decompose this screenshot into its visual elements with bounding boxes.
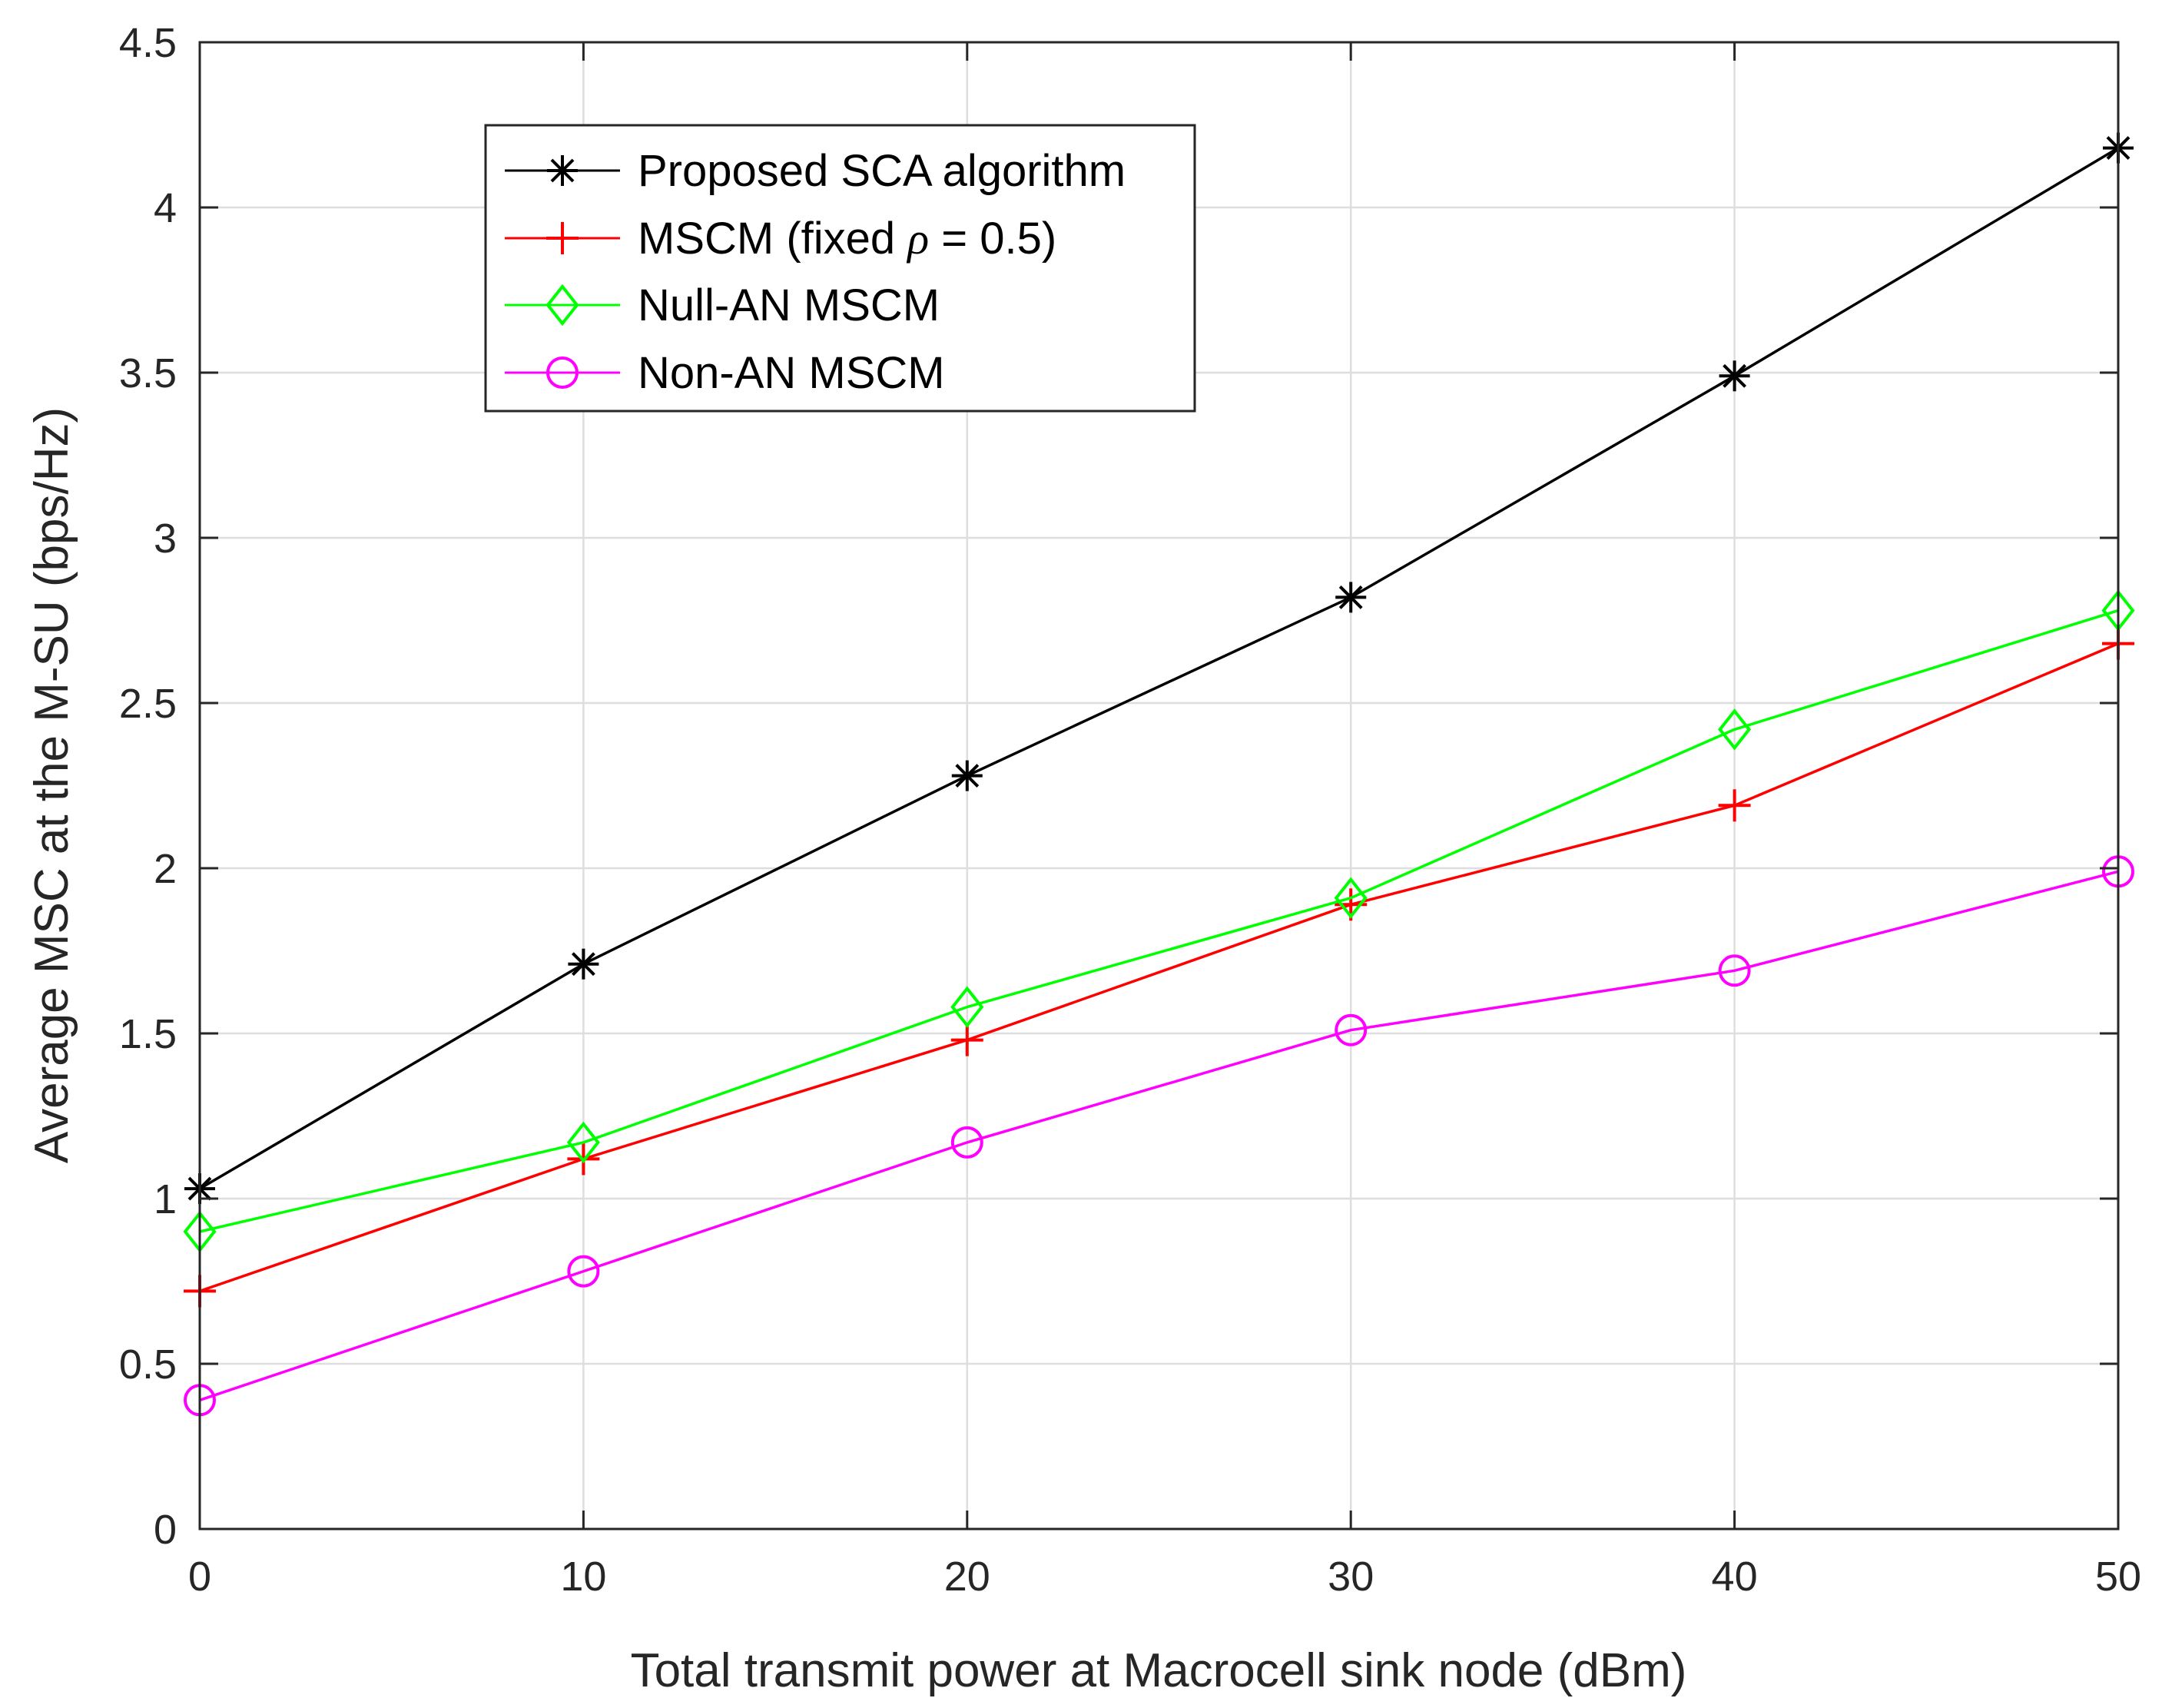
- marker-shape: [1335, 1013, 1368, 1046]
- marker-shape: [545, 284, 579, 327]
- legend-label-mscm-fixed-space: [895, 214, 907, 264]
- data-point-marker: [950, 1023, 983, 1056]
- data-point-marker: [950, 1126, 983, 1159]
- data-point-marker: [951, 760, 983, 791]
- marker-shape: [567, 1255, 600, 1288]
- y-tick-label: 2.5: [119, 681, 177, 727]
- x-tick-label: 30: [1328, 1554, 1374, 1600]
- tick-labels: 0 10 20 30 40 50 0 0.5 1 1.5 2 2.5 3 3.5 4 4.5: [119, 20, 2141, 1600]
- legend-label-mscm-fixed: MSCM (fixed ρ = 0.5): [638, 214, 1056, 264]
- legend-label-mscm-fixed-suffix: = 0.5): [929, 214, 1056, 264]
- y-tick-label: 1.5: [119, 1011, 177, 1057]
- x-tick-label: 20: [944, 1554, 990, 1600]
- marker-shape: [950, 986, 984, 1028]
- marker-stroke: [571, 952, 595, 977]
- legend-marker-shape: [546, 222, 579, 254]
- legend-marker-circle: [546, 357, 579, 389]
- y-tick-label: 2: [154, 846, 177, 892]
- data-point-marker: [1718, 708, 1752, 751]
- series-line: [199, 147, 2119, 1190]
- data-point-marker: [567, 1255, 600, 1288]
- x-axis-label: Total transmit power at Macrocell sink n…: [631, 1644, 1687, 1697]
- y-tick-label: 1: [154, 1176, 177, 1222]
- legend-box: [484, 124, 1196, 413]
- y-tick-label: 0.5: [119, 1342, 177, 1388]
- data-point-marker: [1334, 877, 1368, 919]
- legend-marker-shape: [546, 357, 579, 389]
- marker-stroke: [550, 158, 575, 183]
- legend-marker-plus: [546, 222, 579, 254]
- x-tick-label: 0: [188, 1554, 211, 1600]
- y-axis-label: Average MSC at the M-SU (bps/Hz): [25, 407, 78, 1163]
- legend-label-mscm-fixed-rho: ρ: [906, 214, 929, 264]
- marker-shape: [546, 357, 579, 389]
- legend-marker-shape: [545, 284, 579, 327]
- marker-shape: [1334, 877, 1368, 919]
- series-line: [199, 870, 2119, 1401]
- legend: Proposed SCA algorithm MSCM (fixed ρ = 0…: [484, 124, 1196, 413]
- series-line: [199, 642, 2119, 1293]
- marker-stroke: [955, 764, 980, 788]
- marker-shape: [1718, 708, 1752, 751]
- legend-entry-null-an: Null-AN MSCM: [505, 280, 940, 330]
- legend-label-null-an: Null-AN MSCM: [638, 280, 940, 330]
- y-tick-label: 4: [154, 185, 177, 231]
- legend-entry-non-an: Non-AN MSCM: [505, 348, 945, 398]
- legend-entry-mscm-fixed: MSCM (fixed ρ = 0.5): [505, 214, 1056, 264]
- legend-entry-proposed-sca: Proposed SCA algorithm: [505, 146, 1126, 196]
- ticks: [198, 41, 2120, 1531]
- x-tick-label: 40: [1712, 1554, 1758, 1600]
- marker-shape: [1718, 954, 1751, 987]
- legend-marker-asterisk: [547, 155, 578, 186]
- marker-stroke: [1338, 585, 1363, 609]
- series-3: [184, 855, 2134, 1417]
- x-tick-label: 50: [2095, 1554, 2141, 1600]
- data-point-marker: [1719, 360, 1750, 392]
- legend-marker-shape: [547, 155, 578, 186]
- data-point-marker: [1718, 954, 1751, 987]
- data-point-marker: [568, 948, 599, 980]
- data-point-marker: [1335, 1013, 1368, 1046]
- series-layer: [183, 132, 2135, 1417]
- data-point-marker: [1335, 582, 1367, 613]
- y-tick-label: 4.5: [119, 20, 177, 66]
- marker-stroke: [1723, 363, 1747, 388]
- plot-frame: [198, 41, 2120, 1531]
- y-tick-label: 0: [154, 1507, 177, 1553]
- legend-marker-diamond: [545, 284, 579, 327]
- data-point-marker: [566, 1121, 600, 1164]
- x-tick-label: 10: [560, 1554, 606, 1600]
- data-point-marker: [950, 986, 984, 1028]
- series-line: [199, 609, 2119, 1233]
- marker-shape: [950, 1126, 983, 1159]
- legend-label-non-an: Non-AN MSCM: [638, 348, 945, 398]
- series-2: [183, 589, 2135, 1253]
- y-tick-label: 3.5: [119, 350, 177, 396]
- marker-shape: [566, 1121, 600, 1164]
- legend-label-mscm-fixed-text: MSCM (fixed: [638, 214, 895, 264]
- legend-label-proposed-sca: Proposed SCA algorithm: [638, 146, 1126, 196]
- y-tick-label: 3: [154, 516, 177, 562]
- data-point-marker: [1718, 789, 1751, 822]
